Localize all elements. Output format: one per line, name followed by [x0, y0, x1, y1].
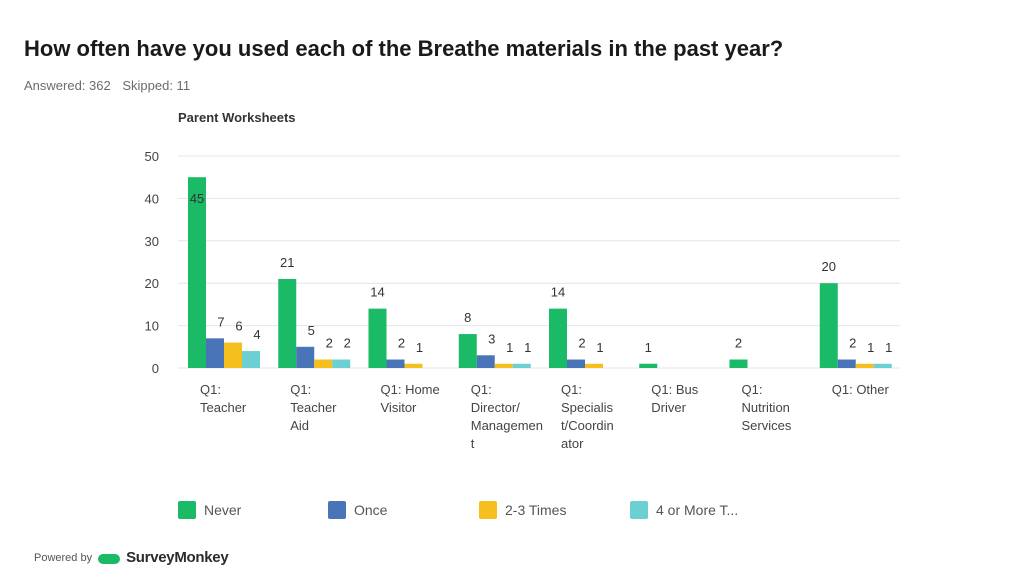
legend-swatch: [178, 501, 196, 519]
x-tick-label: Visitor: [381, 400, 418, 415]
skipped-count: Skipped: 11: [122, 78, 191, 93]
data-label: 7: [217, 314, 224, 329]
bar: [404, 363, 423, 368]
page-title: How often have you used each of the Brea…: [24, 36, 784, 61]
y-tick-label: 40: [145, 191, 159, 206]
x-tick-label: Driver: [651, 400, 686, 415]
x-tick-label: Managemen: [471, 418, 543, 433]
bar: [458, 334, 477, 368]
bar: [512, 363, 531, 368]
bar: [188, 177, 206, 368]
data-label: 3: [488, 331, 495, 346]
x-tick-label: Q1:: [200, 382, 221, 397]
data-label: 21: [280, 255, 294, 270]
bar: [206, 338, 224, 368]
data-label: 8: [464, 310, 471, 325]
data-label: 6: [235, 319, 242, 334]
bar: [332, 359, 351, 368]
powered-by-label: Powered by: [34, 551, 93, 564]
data-label: 1: [867, 340, 874, 355]
x-tick-label: Nutrition: [742, 400, 790, 415]
bar: [729, 359, 748, 368]
bar: [819, 283, 838, 368]
bar: [567, 359, 585, 368]
x-tick-label: Q1:: [742, 382, 763, 397]
bar: [296, 346, 315, 368]
data-label: 20: [822, 259, 836, 274]
legend-label: Never: [204, 502, 242, 518]
bar: [386, 359, 405, 368]
data-label: 2: [398, 336, 405, 351]
bar: [368, 308, 387, 368]
x-tick-label: Q1:: [290, 382, 311, 397]
data-label: 14: [370, 285, 384, 300]
legend-label: 2-3 Times: [505, 502, 566, 518]
legend-swatch: [328, 501, 346, 519]
x-tick-label: t: [471, 436, 475, 451]
x-tick-label: Director/: [471, 400, 521, 415]
data-label: 2: [735, 336, 742, 351]
bar: [314, 359, 333, 368]
x-tick-label: Q1: Other: [832, 382, 890, 397]
legend-label: Once: [354, 502, 388, 518]
data-label: 1: [885, 340, 892, 355]
x-tick-label: Services: [742, 418, 792, 433]
x-tick-label: Teacher: [290, 400, 337, 415]
data-label: 2: [849, 336, 856, 351]
bar: [585, 363, 603, 368]
answered-count: Answered: 362: [24, 78, 111, 93]
y-tick-label: 10: [145, 319, 159, 334]
bar: [476, 355, 495, 368]
x-tick-label: ator: [561, 436, 584, 451]
bar: [549, 308, 567, 368]
y-tick-label: 0: [152, 361, 159, 376]
y-tick-label: 30: [145, 234, 159, 249]
bar: [242, 351, 260, 368]
data-label: 4: [253, 327, 260, 342]
x-tick-label: Teacher: [200, 400, 247, 415]
bar: [278, 278, 297, 368]
data-label: 45: [190, 191, 204, 206]
data-label: 14: [551, 285, 565, 300]
x-tick-label: Q1:: [561, 382, 582, 397]
y-tick-label: 20: [145, 276, 159, 291]
surveymonkey-logo-icon: [98, 553, 121, 564]
surveymonkey-brand: SurveyMonkey: [126, 549, 229, 566]
bar: [494, 363, 513, 368]
bar: [837, 359, 856, 368]
data-label: 1: [596, 340, 603, 355]
y-tick-label: 50: [145, 149, 159, 164]
bar: [855, 363, 874, 368]
x-tick-label: Q1: Home: [381, 382, 440, 397]
bar: [873, 363, 892, 368]
data-label: 1: [506, 340, 513, 355]
data-label: 5: [308, 323, 315, 338]
response-stats: Answered: 362 Skipped: 11: [24, 78, 198, 93]
data-label: 1: [416, 340, 423, 355]
legend-swatch: [479, 501, 497, 519]
data-label: 1: [524, 340, 531, 355]
chart-title: Parent Worksheets: [178, 110, 296, 125]
bar: [639, 363, 658, 368]
data-label: 2: [344, 336, 351, 351]
x-tick-label: t/Coordin: [561, 418, 614, 433]
x-tick-label: Aid: [290, 418, 309, 433]
legend-swatch: [630, 501, 648, 519]
data-label: 2: [578, 336, 585, 351]
footer: Powered by SurveyMonkey: [34, 549, 229, 566]
bar: [224, 342, 242, 368]
x-tick-label: Q1: Bus: [651, 382, 698, 397]
legend-label: 4 or More T...: [656, 502, 738, 518]
data-label: 2: [326, 336, 333, 351]
x-tick-label: Specialis: [561, 400, 614, 415]
x-tick-label: Q1:: [471, 382, 492, 397]
data-label: 1: [645, 340, 652, 355]
